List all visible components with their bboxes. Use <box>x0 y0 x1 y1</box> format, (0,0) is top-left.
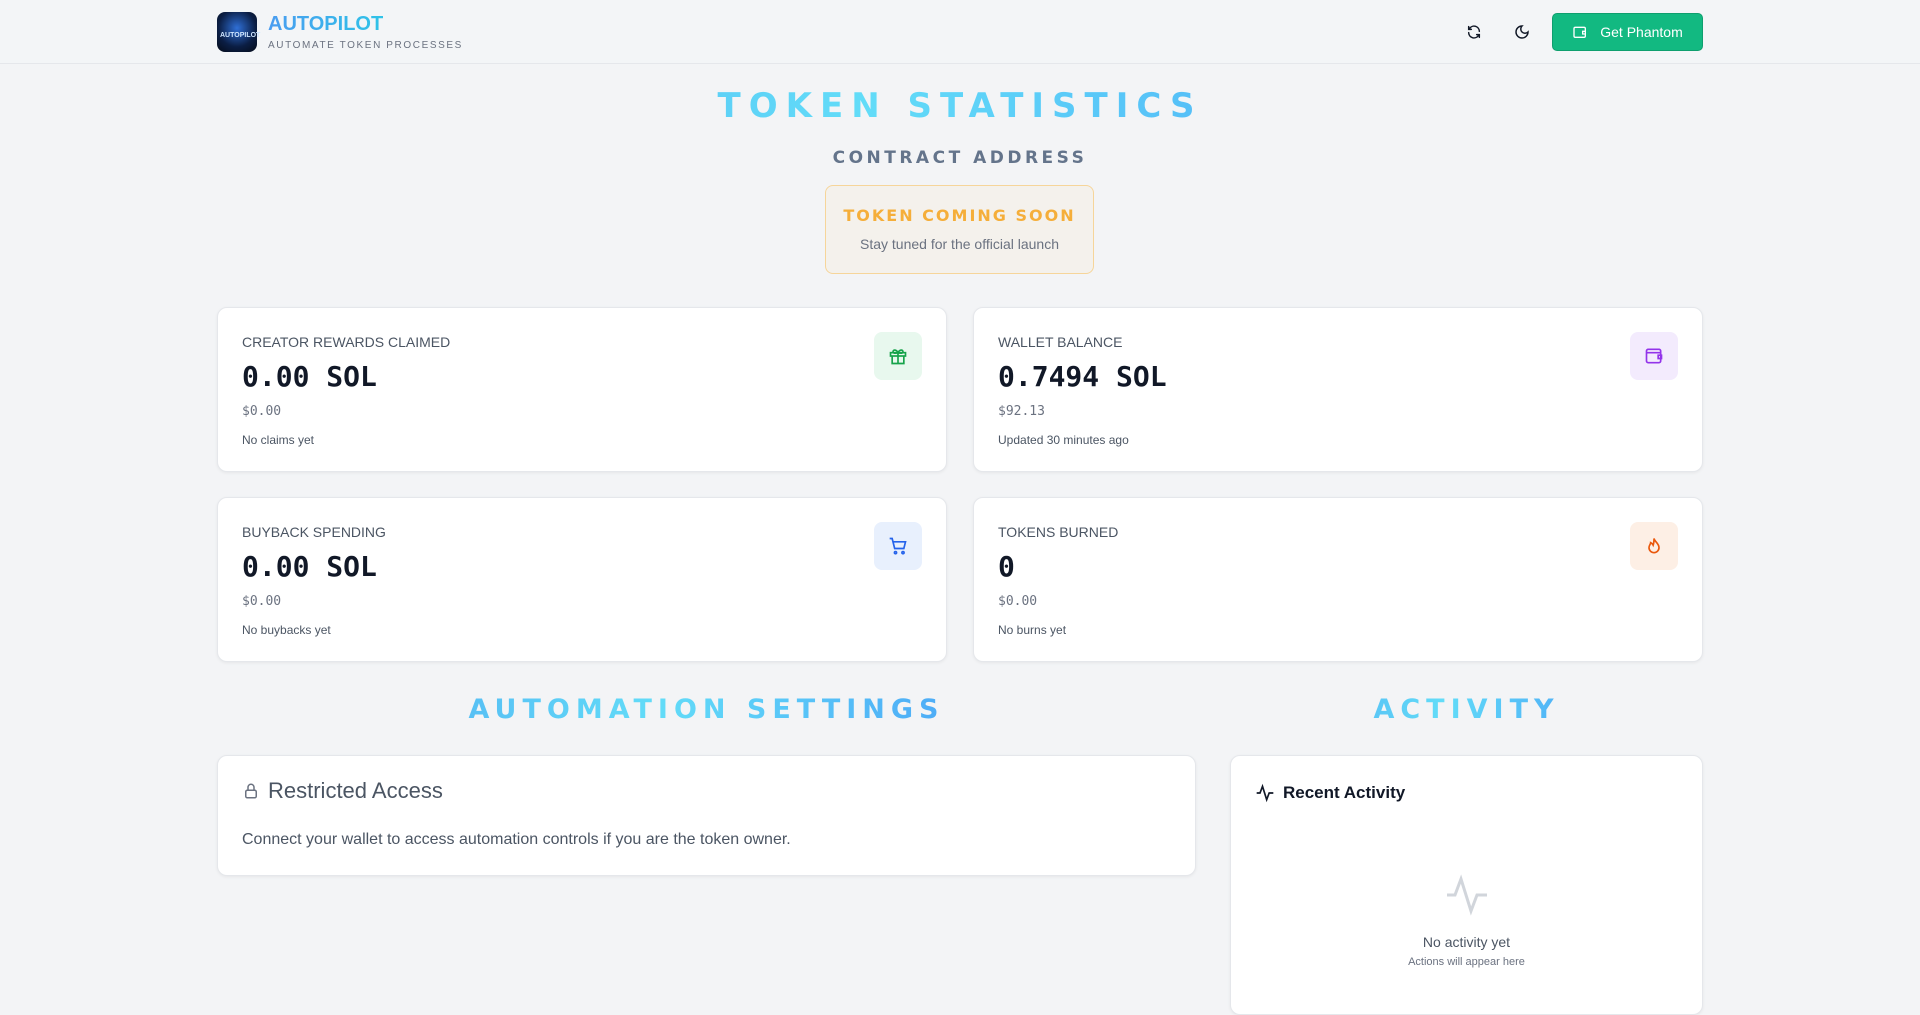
stat-note: No burns yet <box>998 623 1067 637</box>
restricted-access-text: Connect your wallet to access automation… <box>242 831 791 848</box>
stat-value: 0.00 SOL <box>242 360 377 393</box>
restricted-access-card: Restricted Access Connect your wallet to… <box>217 755 1196 876</box>
stat-label: WALLET BALANCE <box>998 334 1123 350</box>
stat-note: No buybacks yet <box>242 623 331 637</box>
stat-note: Updated 30 minutes ago <box>998 433 1129 447</box>
refresh-icon <box>1467 25 1481 39</box>
stat-value: 0.7494 SOL <box>998 360 1167 393</box>
logo-text: AUTOPILOT <box>220 32 261 39</box>
wallet-icon <box>1573 26 1587 38</box>
flame-icon <box>1630 522 1678 570</box>
stat-value: 0.00 SOL <box>242 550 377 583</box>
recent-activity-title: Recent Activity <box>1283 783 1406 802</box>
stat-card-buyback-spending: BUYBACK SPENDING 0.00 SOL $0.00 No buyba… <box>217 497 947 662</box>
empty-state: No activity yet Actions will appear here <box>1231 871 1702 968</box>
refresh-button[interactable] <box>1462 20 1486 44</box>
coming-soon-title: TOKEN COMING SOON <box>843 206 1076 225</box>
brand-title: AUTOPILOT <box>268 13 384 35</box>
get-phantom-button[interactable]: Get Phantom <box>1552 13 1703 51</box>
theme-toggle-button[interactable] <box>1510 20 1534 44</box>
gift-icon <box>874 332 922 380</box>
stat-card-wallet-balance: WALLET BALANCE 0.7494 SOL $92.13 Updated… <box>973 307 1703 472</box>
restricted-access-title: Restricted Access <box>268 778 443 803</box>
wallet-icon <box>1630 332 1678 380</box>
empty-subtitle: Actions will appear here <box>1408 956 1525 968</box>
stat-note: No claims yet <box>242 433 315 447</box>
restricted-access-heading: Restricted Access <box>242 778 443 804</box>
moon-icon <box>1515 25 1529 39</box>
header: AUTOPILOT AUTOPILOT AUTOMATE TOKEN PROCE… <box>0 0 1920 64</box>
lock-icon <box>245 783 257 799</box>
stat-usd: $0.00 <box>242 594 282 609</box>
automation-settings-title: AUTOMATION SETTINGS <box>217 694 1196 725</box>
stat-card-tokens-burned: TOKENS BURNED 0 $0.00 No burns yet <box>973 497 1703 662</box>
empty-title: No activity yet <box>1422 934 1511 950</box>
activity-icon <box>1446 874 1487 916</box>
stat-label: BUYBACK SPENDING <box>242 524 386 540</box>
stat-usd: $0.00 <box>242 404 282 419</box>
activity-title: ACTIVITY <box>1230 694 1703 725</box>
logo: AUTOPILOT <box>217 12 261 52</box>
brand-tagline: AUTOMATE TOKEN PROCESSES <box>268 40 463 51</box>
cart-icon <box>874 522 922 570</box>
activity-icon <box>1256 783 1274 803</box>
stat-value: 0 <box>998 550 1015 583</box>
recent-activity-heading: Recent Activity <box>1255 783 1405 803</box>
token-statistics-title: TOKEN STATISTICS <box>0 86 1920 126</box>
stat-label: CREATOR REWARDS CLAIMED <box>242 334 451 350</box>
coming-soon-box: TOKEN COMING SOON Stay tuned for the off… <box>825 185 1094 274</box>
stat-usd: $0.00 <box>998 594 1038 609</box>
recent-activity-card: Recent Activity No activity yet Actions … <box>1230 755 1703 1015</box>
contract-address-label: CONTRACT ADDRESS <box>832 148 1088 168</box>
stat-usd: $92.13 <box>998 404 1045 419</box>
stat-label: TOKENS BURNED <box>998 524 1119 540</box>
coming-soon-subtitle: Stay tuned for the official launch <box>860 236 1059 252</box>
get-phantom-label: Get Phantom <box>1600 24 1683 40</box>
stat-card-creator-rewards: CREATOR REWARDS CLAIMED 0.00 SOL $0.00 N… <box>217 307 947 472</box>
